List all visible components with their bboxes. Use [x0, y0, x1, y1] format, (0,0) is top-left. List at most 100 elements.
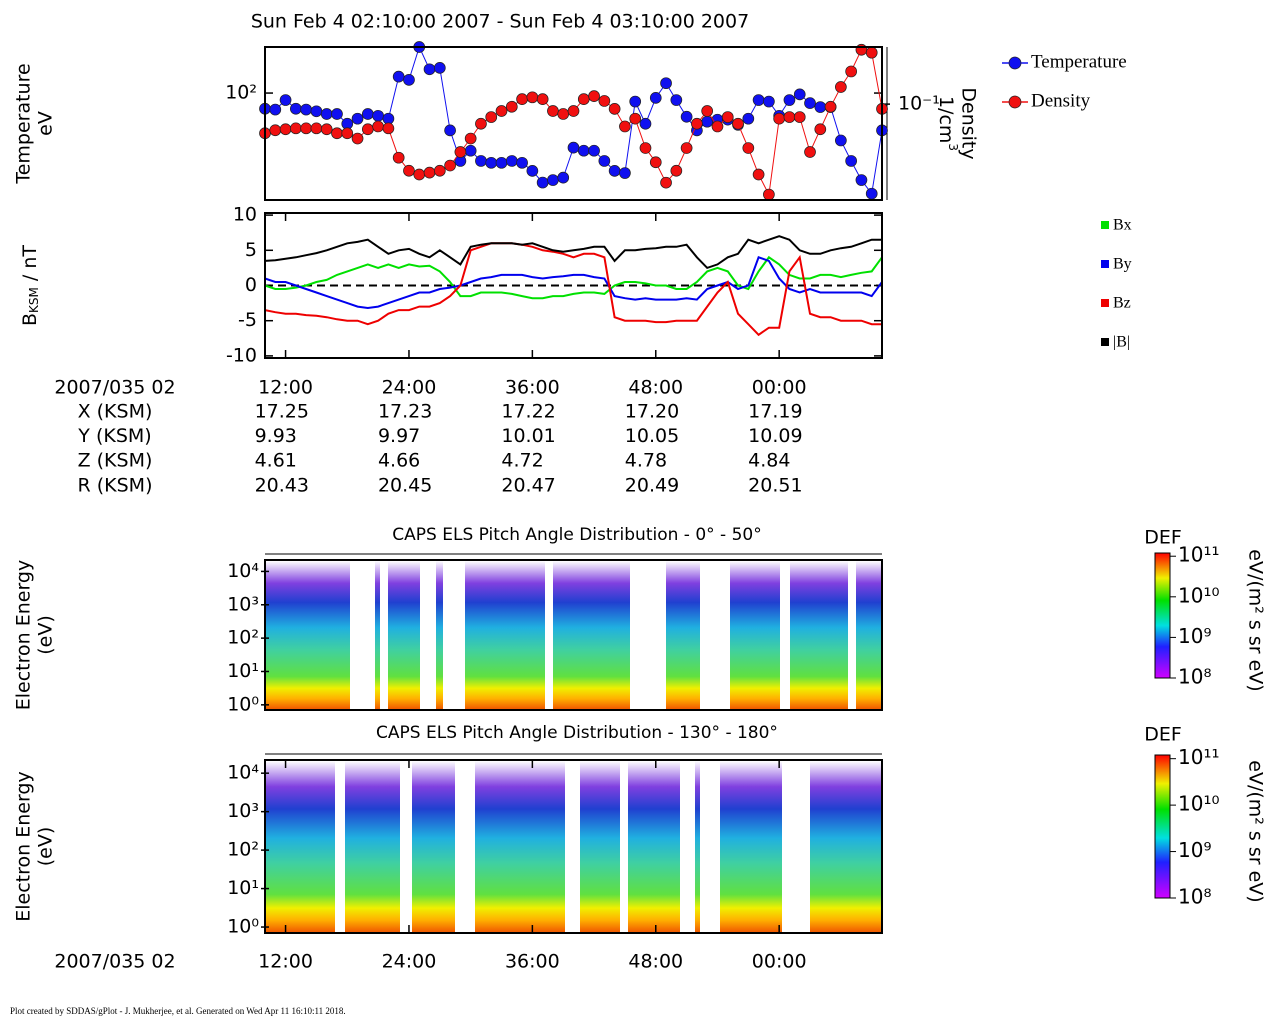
ephemeris-value: 20.43: [255, 474, 309, 496]
y2-tick-label: 10⁻¹: [898, 93, 940, 115]
data-point: [300, 122, 312, 135]
data-point: [320, 123, 333, 136]
colorbar-label: eV/(m² s sr eV): [1245, 760, 1267, 902]
data-point: [660, 176, 672, 189]
data-point: [804, 97, 816, 109]
data-point: [577, 144, 590, 157]
colorbar-tick-label: 10¹¹: [1178, 745, 1219, 769]
data-point: [865, 46, 878, 59]
legend-label: |B|: [1113, 334, 1130, 351]
y-tick-label: 10³: [227, 593, 259, 615]
data-point: [423, 166, 436, 179]
data-point: [763, 188, 775, 201]
colorbar-tick-label: 10⁸: [1178, 665, 1211, 689]
y-axis-label: eV: [35, 111, 57, 136]
data-point: [557, 171, 570, 184]
y-tick-label: 10⁴: [227, 762, 259, 784]
legend-marker: [1008, 56, 1022, 70]
legend-swatch: [1101, 260, 1109, 268]
y-axis-label: (eV): [35, 827, 57, 867]
data-point: [444, 124, 456, 137]
data-point: [639, 117, 652, 130]
y-tick-label: 10²: [227, 839, 259, 861]
legend-label: By: [1113, 256, 1132, 273]
y2-axis-label-part: 1/cm: [936, 96, 958, 143]
data-point: [403, 73, 415, 86]
data-point: [598, 95, 611, 107]
data-point: [619, 120, 631, 133]
footer: Plot created by SDDAS/gPlot - J. Mukherj…: [10, 1006, 346, 1016]
data-point: [577, 93, 590, 105]
series-line: [264, 242, 882, 337]
data-point: [444, 159, 456, 172]
y-axis-label: Electron Energy: [13, 771, 35, 922]
data-point: [475, 155, 487, 167]
data-point: [855, 43, 868, 56]
ephemeris-value: 10.01: [501, 425, 555, 447]
y-axis-label: BKSM / nT: [19, 245, 41, 326]
plot-frame: [264, 46, 883, 201]
data-point: [773, 112, 786, 125]
data-point: [361, 123, 374, 136]
ephemeris-value: 17.22: [501, 401, 555, 423]
ephemeris-value: 9.93: [255, 425, 297, 447]
y-tick-label: -5: [238, 309, 257, 331]
ephemeris-value: 4.61: [255, 450, 297, 472]
colorbar-tick-label: 10¹⁰: [1178, 792, 1219, 816]
series-line: [264, 256, 883, 310]
data-point: [310, 105, 323, 118]
y-tick-label: -10: [226, 344, 257, 366]
panel-title: CAPS ELS Pitch Angle Distribution - 130°…: [376, 723, 778, 743]
ephemeris-value: 17.19: [748, 401, 802, 423]
x-tick-label: 12:00: [258, 951, 313, 973]
ephemeris-value: 9.97: [378, 425, 420, 447]
data-point: [361, 108, 374, 120]
data-point: [783, 111, 796, 123]
y-axis-label: (eV): [35, 615, 57, 655]
x-tick-label: 00:00: [752, 951, 807, 973]
data-point: [516, 93, 528, 105]
y-tick-label: 10⁰: [227, 693, 259, 715]
data-point: [824, 100, 837, 113]
ephemeris-time-label: 2007/035 02: [54, 377, 175, 399]
ephemeris-value: 10.05: [625, 425, 679, 447]
y-tick-label: 10⁴: [227, 560, 259, 582]
colorbar-title: DEF: [1144, 724, 1182, 746]
y-tick-label: 10: [233, 204, 257, 226]
data-point: [804, 146, 816, 158]
y-tick-label: 0: [245, 274, 257, 296]
data-point: [505, 155, 518, 167]
data-point: [835, 81, 847, 93]
data-point: [742, 142, 755, 154]
series-line: [264, 255, 883, 300]
ephemeris-value: 10.09: [748, 425, 802, 447]
data-point: [485, 111, 498, 123]
data-point: [495, 156, 508, 169]
data-point: [413, 168, 426, 181]
data-point: [547, 105, 559, 117]
data-point: [300, 103, 312, 116]
ephemeris-row-label: R (KSM): [78, 474, 153, 496]
data-point: [701, 115, 714, 128]
data-point: [680, 142, 693, 154]
data-point: [372, 120, 384, 133]
plot-frame: [264, 559, 883, 711]
data-point: [793, 111, 806, 123]
ephemeris-value: 4.66: [378, 450, 420, 472]
data-point: [814, 123, 827, 136]
data-point: [382, 122, 395, 135]
data-point: [290, 102, 302, 115]
y-axis-label: Electron Energy: [13, 560, 35, 711]
y-tick-label: 10²: [227, 627, 259, 649]
data-point: [331, 127, 343, 140]
data-point: [691, 117, 703, 130]
ephemeris-row-label: Z (KSM): [78, 450, 153, 472]
data-point: [660, 77, 672, 90]
legend-label: Temperature: [1031, 51, 1127, 72]
data-point: [567, 141, 580, 154]
data-point: [629, 112, 642, 125]
data-point: [711, 120, 724, 133]
data-point: [392, 151, 405, 164]
data-point: [865, 187, 878, 200]
